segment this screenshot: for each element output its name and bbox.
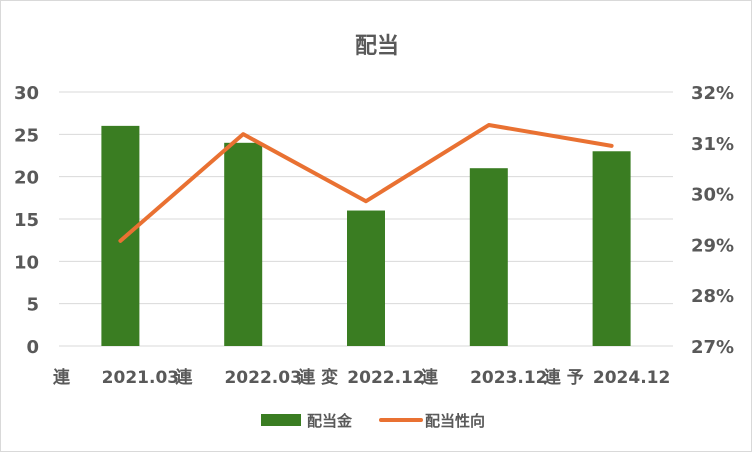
legend-swatch-bar <box>261 414 301 426</box>
x-axis-tick: 2022.12 <box>347 368 424 388</box>
bar <box>101 126 139 346</box>
right-axis-tick: 32% <box>691 83 734 104</box>
x-axis-tick: 2021.03 <box>102 368 179 388</box>
x-axis-annotation: 連 変 <box>298 367 338 388</box>
x-axis-tick: 2022.03 <box>224 368 301 388</box>
bar <box>593 151 631 346</box>
left-axis-tick: 20 <box>14 168 39 189</box>
legend-label-line: 配当性向 <box>425 412 485 430</box>
legend-label-bar: 配当金 <box>307 412 353 430</box>
x-axis-tick: 2024.12 <box>593 368 670 388</box>
x-axis-tick: 2023.12 <box>470 368 547 388</box>
left-axis-tick: 0 <box>26 337 39 358</box>
bar <box>470 168 508 346</box>
right-axis-tick: 31% <box>691 134 734 155</box>
bar <box>224 143 262 346</box>
right-axis-tick: 28% <box>691 286 734 307</box>
x-axis-annotation: 連 予 <box>544 367 584 388</box>
legend: 配当金 配当性向 <box>261 412 485 430</box>
x-axis-annotation: 連 <box>421 367 439 388</box>
left-axis-tick: 10 <box>14 252 39 273</box>
chart-title: 配当 <box>355 34 399 59</box>
left-axis-tick: 15 <box>14 210 39 231</box>
left-axis-tick: 25 <box>14 125 39 146</box>
left-axis-tick: 5 <box>26 295 39 316</box>
left-axis-tick: 30 <box>14 83 39 104</box>
x-axis-annotation: 連 <box>53 367 71 388</box>
right-axis-tick: 27% <box>691 337 734 358</box>
bar <box>347 211 385 346</box>
x-axis-annotation: 連 <box>175 367 193 388</box>
right-axis-tick: 29% <box>691 235 734 256</box>
right-axis-tick: 30% <box>691 185 734 206</box>
